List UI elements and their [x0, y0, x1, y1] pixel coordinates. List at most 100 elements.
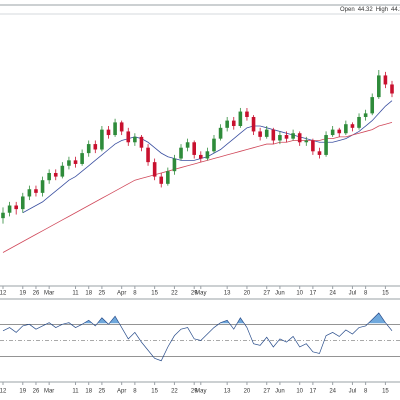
header-text: High — [376, 7, 388, 13]
candle-body — [357, 116, 361, 128]
x-tick-label: Jun — [275, 291, 285, 297]
candle-body — [284, 135, 289, 139]
candle-body — [245, 111, 249, 117]
x-tick-label: 19 — [19, 291, 26, 297]
x-tick-label: Mar — [44, 389, 54, 395]
candle-body — [363, 113, 368, 117]
x-tick-label: 8 — [364, 291, 368, 297]
candle-body — [166, 171, 170, 184]
candle-body — [185, 142, 190, 148]
candle-body — [238, 111, 243, 127]
candle-body — [304, 140, 309, 143]
candle-body — [80, 153, 84, 164]
x-tick-label: 12 — [0, 389, 7, 395]
x-tick-label: 29 — [191, 291, 198, 297]
candle-body — [14, 205, 18, 210]
x-tick-label: 18 — [85, 389, 92, 395]
x-tick-label: 8 — [133, 389, 137, 395]
candle-body — [192, 142, 197, 155]
x-tick-label: 24 — [329, 389, 336, 395]
x-tick-label: 15 — [151, 291, 158, 297]
candle-body — [225, 120, 229, 128]
x-tick-label: 24 — [329, 291, 336, 297]
x-tick-label: 15 — [151, 389, 158, 395]
header-text: 44.35 — [391, 7, 400, 13]
candle-body — [258, 131, 262, 137]
x-tick-label: 13 — [224, 389, 231, 395]
x-tick-label: Jul — [349, 389, 357, 395]
candle-body — [106, 129, 111, 136]
candle-body — [93, 144, 98, 150]
candle-body — [60, 165, 65, 177]
x-tick-label: 11 — [72, 291, 79, 297]
x-tick-label: 17 — [310, 389, 317, 395]
candle-body — [330, 129, 335, 136]
candle-body — [383, 75, 388, 85]
candle-body — [53, 172, 58, 177]
candle-body — [73, 160, 78, 164]
candle-body — [20, 196, 25, 210]
candle-body — [67, 160, 71, 166]
candle-body — [205, 151, 210, 159]
candle-body — [350, 124, 355, 128]
candle-body — [1, 212, 5, 219]
x-tick-label: 25 — [99, 291, 106, 297]
candle-body — [113, 122, 117, 136]
x-tick-label: 8 — [364, 389, 368, 395]
x-tick-label: 27 — [263, 291, 270, 297]
candle-body — [146, 147, 150, 163]
x-tick-label: 18 — [85, 291, 92, 297]
candle-body — [7, 205, 12, 213]
x-tick-label: 20 — [244, 291, 251, 297]
candle-body — [337, 129, 342, 134]
x-tick-label: 26 — [33, 291, 40, 297]
candle-body — [27, 189, 32, 197]
x-tick-label: 29 — [191, 389, 198, 395]
candle-body — [198, 154, 203, 159]
x-tick-label: Jun — [275, 389, 285, 395]
x-tick-label: 22 — [171, 291, 178, 297]
x-tick-label: 15 — [382, 389, 389, 395]
candle-body — [47, 172, 51, 181]
oscillator-line — [2, 312, 393, 362]
x-tick-label: May — [195, 389, 206, 395]
candle-body — [133, 136, 137, 143]
candle-body — [40, 180, 45, 193]
x-tick-label: 25 — [99, 389, 106, 395]
candle-body — [271, 129, 276, 141]
candle-body — [119, 122, 124, 132]
candle-body — [291, 133, 295, 139]
x-tick-label: 20 — [244, 389, 251, 395]
candle-body — [172, 158, 177, 172]
candle-body — [212, 138, 216, 152]
osc-overbought-fill — [47, 312, 386, 324]
candle-body — [377, 75, 381, 98]
candle-body — [34, 189, 38, 193]
candle-body — [278, 135, 282, 141]
candle-body — [152, 162, 157, 177]
x-tick-label: Jul — [349, 291, 357, 297]
x-tick-label: 19 — [19, 389, 26, 395]
x-tick-label: 10 — [296, 291, 303, 297]
candle-body — [324, 135, 328, 155]
candle-body — [126, 131, 131, 143]
candle-body — [179, 147, 183, 159]
candle-body — [251, 116, 256, 132]
candle-body — [264, 129, 269, 137]
x-tick-label: 13 — [224, 291, 231, 297]
x-tick-label: Mar — [44, 291, 54, 297]
candle-body — [100, 129, 104, 150]
x-tick-label: 22 — [171, 389, 178, 395]
candle-body — [86, 144, 91, 154]
candle-body — [390, 84, 394, 94]
x-tick-label: 27 — [263, 389, 270, 395]
x-tick-label: 8 — [133, 291, 137, 297]
candle-body — [139, 136, 144, 148]
candle-body — [159, 176, 164, 184]
candle-body — [317, 151, 322, 155]
x-tick-label: 12 — [0, 291, 7, 297]
candle-body — [218, 127, 223, 139]
header-text: 44.32 — [358, 7, 374, 13]
